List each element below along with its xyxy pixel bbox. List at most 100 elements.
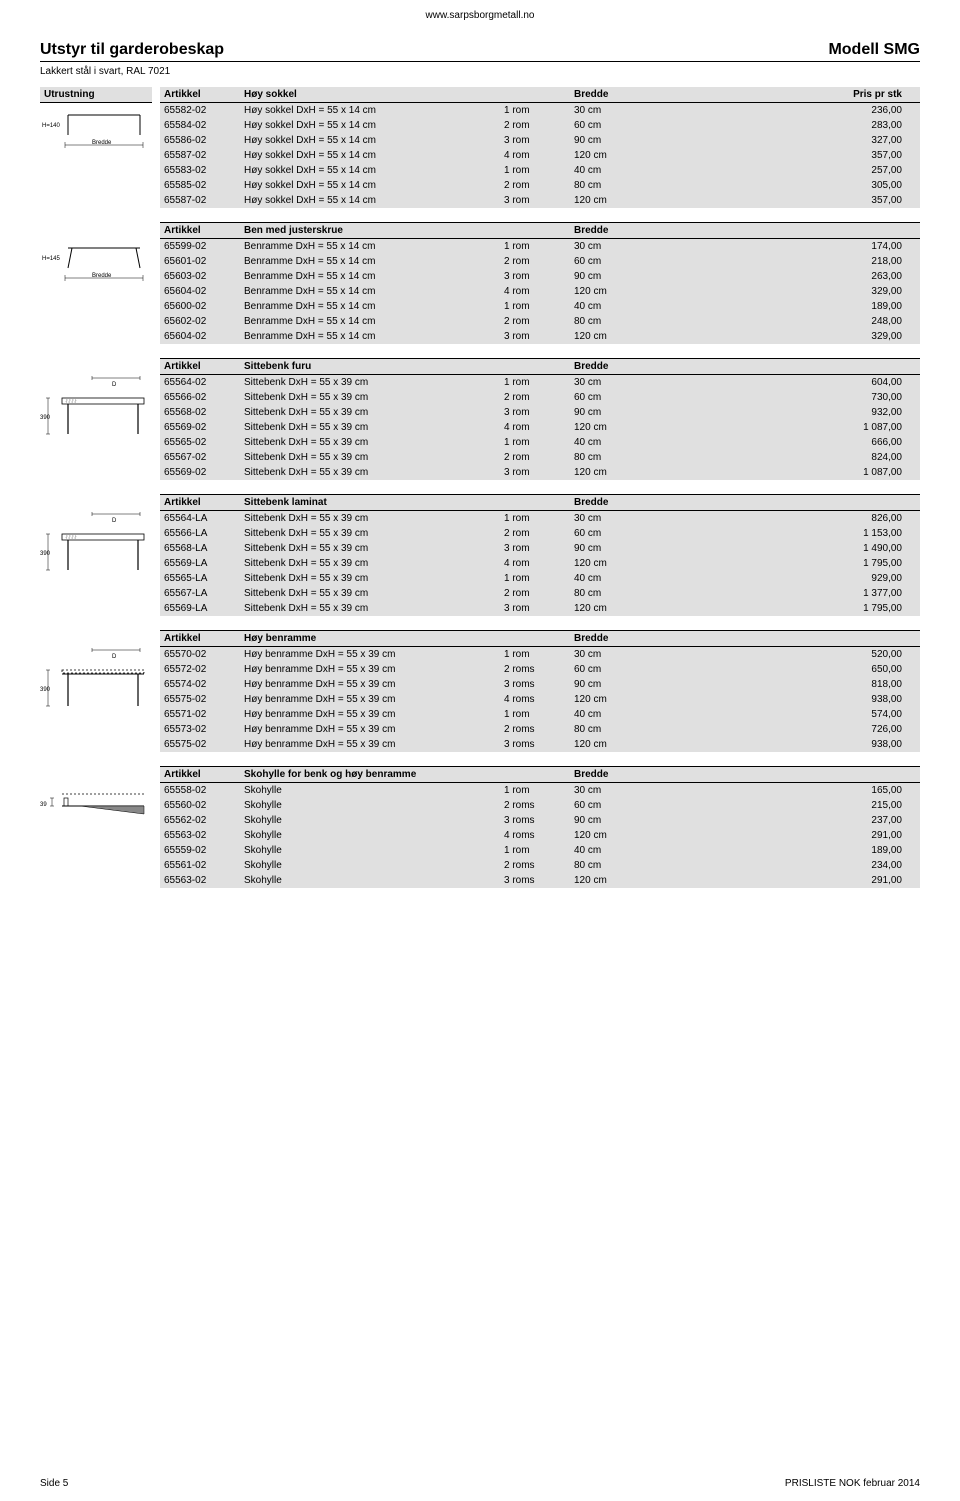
cell-bredde: 80 cm [570,450,650,465]
diagram-bench [40,512,150,576]
col-header: Høy sokkel [240,87,500,103]
cell-rom: 1 rom [500,511,570,527]
cell-artikkel: 65564-02 [160,375,240,391]
cell-artikkel: 65587-02 [160,193,240,208]
col-bredde: Bredde [570,495,650,511]
cell-rom: 2 rom [500,118,570,133]
col-rom [500,223,570,239]
cell-artikkel: 65569-LA [160,601,240,616]
cell-desc: Høy benramme DxH = 55 x 39 cm [240,647,500,663]
page-footer: Side 5 PRISLISTE NOK februar 2014 [40,1478,920,1489]
cell-artikkel: 65601-02 [160,254,240,269]
cell-pris: 938,00 [650,737,920,752]
cell-bredde: 60 cm [570,526,650,541]
cell-artikkel: 65558-02 [160,783,240,799]
cell-rom: 2 rom [500,254,570,269]
cell-rom: 3 rom [500,269,570,284]
cell-pris: 1 490,00 [650,541,920,556]
cell-rom: 1 rom [500,647,570,663]
cell-pris: 189,00 [650,843,920,858]
diagram-cell: Utrustning [40,87,160,155]
table-row: 65564-LASittebenk DxH = 55 x 39 cm1 rom3… [160,511,920,527]
cell-pris: 1 377,00 [650,586,920,601]
table-row: 65563-02Skohylle3 roms120 cm291,00 [160,873,920,888]
cell-artikkel: 65600-02 [160,299,240,314]
cell-bredde: 120 cm [570,193,650,208]
table-row: 65571-02Høy benramme DxH = 55 x 39 cm1 r… [160,707,920,722]
cell-pris: 726,00 [650,722,920,737]
cell-pris: 218,00 [650,254,920,269]
table-row: 65599-02Benramme DxH = 55 x 14 cm1 rom30… [160,239,920,255]
cell-bredde: 60 cm [570,254,650,269]
cell-artikkel: 65566-02 [160,390,240,405]
cell-artikkel: 65604-02 [160,329,240,344]
cell-rom: 4 rom [500,420,570,435]
cell-pris: 824,00 [650,450,920,465]
cell-rom: 4 roms [500,828,570,843]
cell-artikkel: 65563-02 [160,828,240,843]
cell-pris: 574,00 [650,707,920,722]
col-rom [500,631,570,647]
cell-rom: 1 rom [500,163,570,178]
cell-pris: 215,00 [650,798,920,813]
cell-artikkel: 65559-02 [160,843,240,858]
cell-pris: 165,00 [650,783,920,799]
cell-bredde: 120 cm [570,828,650,843]
cell-artikkel: 65572-02 [160,662,240,677]
cell-rom: 2 rom [500,450,570,465]
section-1: ArtikkelBen med justerskrueBredde65599-0… [40,222,920,344]
cell-desc: Benramme DxH = 55 x 14 cm [240,329,500,344]
diagram-cell [40,222,160,288]
cell-pris: 291,00 [650,873,920,888]
cell-artikkel: 65573-02 [160,722,240,737]
col-artikkel: Artikkel [160,767,240,783]
cell-desc: Sittebenk DxH = 55 x 39 cm [240,420,500,435]
cell-pris: 357,00 [650,148,920,163]
cell-desc: Sittebenk DxH = 55 x 39 cm [240,450,500,465]
cell-desc: Sittebenk DxH = 55 x 39 cm [240,405,500,420]
cell-bredde: 30 cm [570,239,650,255]
cell-artikkel: 65571-02 [160,707,240,722]
col-pris: Pris pr stk [650,87,920,103]
cell-desc: Sittebenk DxH = 55 x 39 cm [240,586,500,601]
cell-bredde: 120 cm [570,420,650,435]
cell-artikkel: 65567-02 [160,450,240,465]
cell-desc: Benramme DxH = 55 x 14 cm [240,254,500,269]
cell-pris: 604,00 [650,375,920,391]
cell-artikkel: 65602-02 [160,314,240,329]
cell-desc: Sittebenk DxH = 55 x 39 cm [240,390,500,405]
cell-bredde: 40 cm [570,571,650,586]
table-row: 65565-LASittebenk DxH = 55 x 39 cm1 rom4… [160,571,920,586]
page-title: Utstyr til garderobeskap [40,41,224,59]
cell-artikkel: 65570-02 [160,647,240,663]
cell-bredde: 60 cm [570,118,650,133]
cell-rom: 3 rom [500,601,570,616]
cell-pris: 520,00 [650,647,920,663]
cell-rom: 2 rom [500,390,570,405]
footer-left: Side 5 [40,1478,68,1489]
cell-bredde: 30 cm [570,375,650,391]
cell-desc: Sittebenk DxH = 55 x 39 cm [240,571,500,586]
cell-desc: Benramme DxH = 55 x 14 cm [240,299,500,314]
cell-artikkel: 65583-02 [160,163,240,178]
cell-bredde: 120 cm [570,556,650,571]
table-row: 65583-02Høy sokkel DxH = 55 x 14 cm1 rom… [160,163,920,178]
diagram-cell [40,766,160,820]
cell-bredde: 120 cm [570,601,650,616]
table-row: 65565-02Sittebenk DxH = 55 x 39 cm1 rom4… [160,435,920,450]
table-row: 65570-02Høy benramme DxH = 55 x 39 cm1 r… [160,647,920,663]
cell-rom: 1 rom [500,375,570,391]
cell-desc: Høy sokkel DxH = 55 x 14 cm [240,163,500,178]
cell-artikkel: 65569-LA [160,556,240,571]
cell-bredde: 30 cm [570,783,650,799]
diagram-bench [40,376,150,440]
cell-artikkel: 65565-02 [160,435,240,450]
cell-bredde: 90 cm [570,677,650,692]
cell-artikkel: 65569-02 [160,465,240,480]
cell-artikkel: 65585-02 [160,178,240,193]
cell-rom: 1 rom [500,103,570,119]
table-row: 65575-02Høy benramme DxH = 55 x 39 cm4 r… [160,692,920,707]
cell-desc: Høy sokkel DxH = 55 x 14 cm [240,118,500,133]
table-row: 65569-02Sittebenk DxH = 55 x 39 cm4 rom1… [160,420,920,435]
cell-rom: 2 roms [500,722,570,737]
